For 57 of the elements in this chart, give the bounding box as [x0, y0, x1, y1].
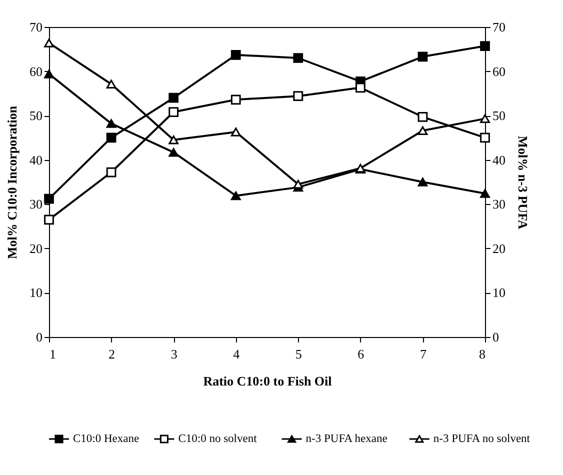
y2-tick-label: 30	[492, 196, 506, 212]
y-tick-label: 30	[30, 196, 42, 212]
point	[293, 91, 304, 102]
y2-tick-label: 50	[492, 108, 506, 124]
point	[106, 132, 116, 143]
point	[293, 180, 304, 189]
y2-tick-label: 70	[492, 20, 506, 34]
point	[480, 41, 490, 51]
point	[168, 107, 179, 117]
point	[480, 132, 490, 143]
y2-axis-title: Mol% n-3 PUFA	[516, 136, 530, 230]
y2-tick-label: 20	[492, 240, 506, 256]
point	[293, 53, 304, 63]
point	[44, 194, 54, 204]
x-tick-label: 1	[50, 346, 56, 362]
legend-label: C10:0 Hexane	[73, 433, 140, 445]
y2-tick-label: 0	[492, 330, 499, 344]
x-axis-title: Ratio C10:0 to Fish Oil	[203, 374, 332, 388]
point	[230, 128, 241, 136]
point	[168, 148, 179, 157]
x-tick-label: 7	[420, 346, 427, 362]
point	[418, 178, 428, 186]
x-tick-label: 2	[108, 346, 116, 362]
point	[44, 38, 54, 48]
y-tick-label: 0	[36, 330, 42, 344]
y2-tick-label: 60	[492, 64, 506, 79]
legend-label: n-3 PUFA no solvent	[433, 433, 531, 445]
x-tick-label: 8	[479, 346, 486, 362]
y-axis-title: Mol% C10:0 Incorporation	[4, 105, 20, 260]
point	[230, 191, 241, 200]
x-tick-label: 3	[170, 346, 178, 362]
y-tick-label: 50	[30, 108, 42, 124]
point	[418, 112, 428, 122]
point	[230, 50, 241, 60]
x-tick-label: 6	[358, 346, 365, 362]
point	[106, 167, 116, 178]
point	[44, 214, 54, 225]
point	[168, 136, 179, 144]
point	[106, 80, 116, 88]
point	[418, 52, 428, 62]
y2-tick-label: 10	[492, 285, 506, 300]
point	[418, 126, 428, 135]
y-tick-label: 70	[30, 20, 42, 34]
y-tick-label: 40	[30, 152, 42, 168]
point	[168, 92, 179, 103]
point	[355, 82, 366, 93]
legend-label: n-3 PUFA hexane	[306, 433, 388, 445]
y-tick-label: 10	[30, 285, 42, 300]
point	[480, 189, 490, 198]
y-tick-label: 20	[30, 240, 42, 256]
x-tick-label: 4	[233, 346, 240, 362]
y2-tick-label: 40	[492, 152, 506, 168]
point	[230, 94, 241, 105]
x-tick-label: 5	[295, 346, 302, 362]
legend-label: C10:0 no solvent	[178, 433, 258, 445]
point	[106, 119, 116, 128]
y-tick-label: 60	[30, 64, 42, 79]
